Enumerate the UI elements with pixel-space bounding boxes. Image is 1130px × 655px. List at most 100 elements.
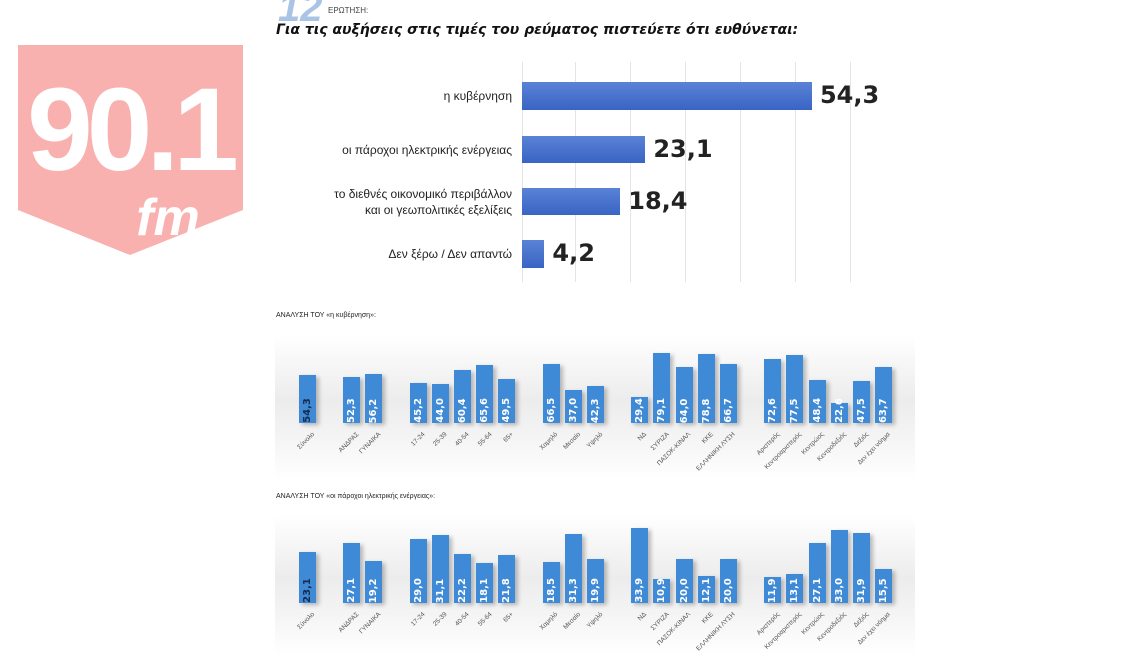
value-label: 19,9: [590, 578, 601, 603]
bar-ΝΔ: [631, 397, 649, 423]
category-label-line: Δεν ξέρω / Δεν απαντώ: [388, 247, 512, 261]
chart-title: Για τις αυξήσεις στις τιμές του ρεύματος…: [276, 22, 799, 38]
bar-Κεντρώος: [808, 543, 826, 603]
category-label: Υψηλό: [585, 431, 604, 450]
category-label: 17-24: [409, 431, 427, 448]
value-label: 42,3: [590, 398, 601, 423]
question-number: 12: [278, 0, 323, 30]
svg-text:90.1: 90.1: [27, 64, 236, 196]
value-label: 20,0: [678, 578, 690, 603]
value-label: 48,4: [811, 398, 823, 423]
category-label: Δεν ξέρω / Δεν απαντώ: [388, 246, 512, 262]
gridline: [740, 62, 741, 282]
bar-Κεντρώος: [808, 380, 826, 423]
gridline: [522, 62, 523, 282]
bar-65+: [498, 555, 516, 603]
value-label: 29,4: [634, 398, 646, 423]
bar-Δεν έχει νόημα: [875, 366, 893, 423]
value-label: 78,8: [700, 398, 712, 423]
bar-ΑΝΔΡΑΣ: [343, 543, 361, 603]
gridline: [850, 62, 851, 282]
bar-Αριστερός: [764, 576, 782, 603]
category-label: το διεθνές οικονομικό περιβάλλον και οι γ…: [334, 186, 512, 218]
category-label: η κυβέρνηση: [444, 88, 512, 104]
category-label: 17-24: [409, 611, 427, 628]
breakdown-chart-government: 54,3 Σύνολο 52,3 ΑΝΔΡΑΣ 56,2 ΓΥΝΑΙΚΑ 45,2 17-24…: [275, 335, 915, 480]
value-label: 13,1: [789, 578, 801, 603]
value-label: 23,1: [302, 578, 313, 603]
value-label: 33,0: [833, 578, 845, 603]
category-label: ΚΚΕ: [700, 611, 715, 626]
category-label: 40-54: [454, 431, 471, 448]
category-label-line: οι πάροχοι ηλεκτρικής ενέργειας: [342, 142, 512, 157]
bar-ΠΑΣΟΚ-ΚΙΝΑΛ: [675, 559, 693, 603]
value-label: 37,0: [567, 398, 579, 423]
value-label: 66,5: [545, 398, 557, 423]
bar-Δεξιός: [853, 532, 870, 603]
category-label: ΣΥΡΙΖΑ: [649, 611, 671, 633]
category-label: Χαμηλό: [538, 611, 560, 632]
value-label: 18,1: [479, 578, 491, 603]
bar-55-64: [476, 563, 494, 603]
bar-Κεντροαριστερός: [786, 354, 804, 423]
category-label: 40-54: [454, 611, 471, 628]
value-label: 31,9: [856, 578, 867, 603]
value-label: 63,7: [878, 398, 890, 423]
gridline: [575, 62, 576, 282]
bar-Υψηλό: [587, 559, 604, 603]
value-label: 11,9: [767, 578, 779, 603]
bar-25-39: [431, 384, 449, 423]
category-label-line: η κυβέρνηση: [443, 89, 512, 103]
value-label: 72,6: [767, 398, 779, 423]
bar-Αριστερός: [764, 359, 782, 423]
category-label: Σύνολο: [296, 611, 316, 631]
bar-ΓΥΝΑΙΚΑ: [365, 373, 383, 423]
bar-Κεντροδεξιός: [830, 530, 848, 603]
bar-25-39: [431, 534, 449, 603]
bar-Δεν έχει νόημα: [875, 568, 893, 603]
value-label: 18,4: [628, 186, 688, 215]
value-label: 77,5: [789, 398, 801, 423]
value-label: 12,1: [700, 578, 712, 603]
category-label: ΑΝΔΡΑΣ: [337, 431, 361, 455]
value-label: 54,3: [302, 398, 313, 423]
value-label: 79,1: [656, 398, 668, 423]
category-label: ΓΥΝΑΙΚΑ: [358, 431, 383, 456]
bar-Κεντροδεξιός: [830, 403, 848, 423]
category-label: ΣΥΡΙΖΑ: [649, 431, 671, 453]
category-label: Δεξιός: [852, 431, 870, 449]
bar-40-54: [454, 554, 471, 603]
category-label: 65+: [502, 431, 516, 444]
value-label: 44,0: [434, 398, 446, 423]
svg-text:fm: fm: [136, 189, 200, 247]
category-label-line: το διεθνές οικονομικό περιβάλλον: [334, 186, 512, 201]
value-label: 22,2: [457, 578, 468, 603]
panel-title-government: ΑΝΑΛΥΣΗ ΤΟΥ «η κυβέρνηση»:: [276, 312, 376, 319]
category-label: Μεσαίο: [561, 431, 582, 451]
bar-55-64: [476, 365, 494, 423]
bar-Μεσαίο: [564, 534, 582, 603]
bar-ΠΑΣΟΚ-ΚΙΝΑΛ: [675, 366, 693, 423]
bar-Μεσαίο: [564, 390, 582, 423]
bar-ΣΥΡΙΖΑ: [653, 579, 671, 603]
bar-ΓΥΝΑΙΚΑ: [365, 560, 383, 603]
value-label: 47,5: [856, 398, 867, 423]
category-label: 55-64: [476, 611, 494, 628]
bar-Κεντροαριστερός: [786, 574, 804, 603]
value-label: 56,2: [368, 398, 380, 423]
category-label: 55-64: [476, 431, 494, 448]
category-label-line: και οι γεωπολιτικές εξελίξεις: [364, 202, 512, 217]
value-label: 60,4: [457, 398, 468, 423]
category-label: ΓΥΝΑΙΚΑ: [358, 611, 383, 636]
bar-Σύνολο: [299, 375, 316, 423]
category-label: ΕΛΛΗΝΙΚΗ ΛΥΣΗ: [695, 611, 737, 653]
value-label: 66,7: [723, 398, 734, 423]
category-label: Δεξιός: [852, 611, 870, 629]
category-label: οι πάροχοι ηλεκτρικής ενέργειας: [342, 142, 512, 158]
value-label: 27,1: [811, 578, 823, 603]
bar-ΣΥΡΙΖΑ: [653, 353, 671, 423]
bar-ΕΛΛΗΝΙΚΗ ΛΥΣΗ: [720, 364, 737, 423]
value-label: 29,0: [412, 578, 424, 603]
gridline: [795, 62, 796, 282]
value-label: 52,3: [346, 398, 358, 423]
